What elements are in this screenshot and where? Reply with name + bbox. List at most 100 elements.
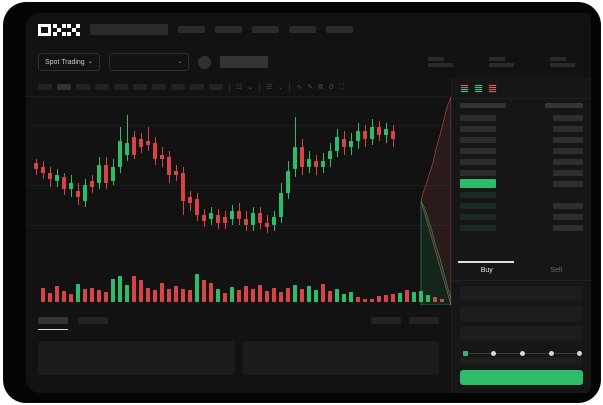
orderbook-row-sell[interactable] <box>460 156 583 167</box>
search-input[interactable] <box>90 24 168 35</box>
okx-logo[interactable] <box>38 23 81 36</box>
timeframe-button-4[interactable] <box>114 84 128 90</box>
order-price-input[interactable] <box>460 286 583 301</box>
bottom-panel-0[interactable] <box>38 341 235 375</box>
orderbook-row-buy[interactable] <box>460 211 583 222</box>
slider-step-50[interactable] <box>520 350 525 356</box>
volume-bar <box>356 297 360 302</box>
orderbook-row-sell[interactable] <box>460 134 583 145</box>
slider-step-25[interactable] <box>491 350 496 356</box>
ticker-stat-value <box>489 63 514 68</box>
volume-bar <box>433 297 437 302</box>
chart-type-icon[interactable]: ☰ <box>266 83 273 91</box>
tab-sell[interactable]: Sell <box>550 267 563 274</box>
orderbook[interactable] <box>452 99 591 275</box>
timeframe-button-8[interactable] <box>190 84 204 90</box>
orderbook-row-sell[interactable] <box>460 145 583 156</box>
slider-step-0[interactable] <box>462 349 469 357</box>
ticker-stat-label <box>428 56 444 61</box>
chart-footer-action-1[interactable] <box>409 316 439 324</box>
volume-bar <box>426 295 430 302</box>
order-total-input[interactable] <box>460 326 583 341</box>
timeframe-button-2[interactable] <box>76 84 90 90</box>
nav-item-3[interactable] <box>289 26 316 33</box>
top-navigation-bar <box>26 13 591 46</box>
volume-bar <box>181 289 185 302</box>
pencil-icon[interactable]: ✎ <box>307 83 314 91</box>
volume-bar <box>132 276 136 302</box>
chart-footer-tabs <box>26 305 451 335</box>
slider-step-75[interactable] <box>549 350 554 356</box>
chart-gridline <box>26 185 451 186</box>
orderbook-header-price <box>460 103 506 108</box>
chart-footer-action-0[interactable] <box>371 316 401 324</box>
orderbook-row-sell[interactable] <box>460 112 583 123</box>
volume-bar <box>230 287 234 302</box>
ticker-stat-1 <box>489 56 514 68</box>
settings-gear-icon[interactable]: ⚙ <box>328 83 335 91</box>
volume-bar <box>188 290 192 302</box>
timeframe-button-9[interactable] <box>209 84 223 90</box>
volume-bar <box>90 288 94 302</box>
last-price-value <box>219 56 268 68</box>
volume-bar <box>125 285 129 302</box>
timeframe-button-5[interactable] <box>133 84 147 90</box>
amount-percent-slider[interactable] <box>462 349 582 357</box>
volume-bar <box>342 294 346 302</box>
timeframe-button-3[interactable] <box>95 84 109 90</box>
volume-bar <box>300 289 304 302</box>
orderbook-mode-sell-icon[interactable] <box>488 84 497 93</box>
line-wave-icon[interactable]: ∿ <box>296 83 303 91</box>
chart-toolbar: ☳ ⌄ ☰ ⌄ ∿ ✎ ⧉ ⚙ ⛶ <box>26 78 451 97</box>
orderbook-mode-buy-icon[interactable] <box>474 84 483 93</box>
nav-item-1[interactable] <box>215 26 242 33</box>
indicators-chevron-down-icon[interactable]: ⌄ <box>247 83 254 91</box>
camera-icon[interactable]: ⧉ <box>318 83 324 91</box>
volume-bar <box>279 292 283 302</box>
slider-step-100[interactable] <box>577 350 582 356</box>
orderbook-row-sell[interactable] <box>460 167 583 178</box>
active-tab-underline <box>458 261 514 263</box>
trading-pair-select[interactable]: ⌄ <box>108 53 189 71</box>
order-amount-input[interactable] <box>460 306 583 321</box>
timeframe-button-6[interactable] <box>152 84 166 90</box>
volume-bar <box>244 286 248 302</box>
bottom-panels <box>26 335 451 393</box>
timeframe-button-7[interactable] <box>171 84 185 90</box>
ticker-bar: Spot Trading ⌄ ⌄ <box>26 46 591 78</box>
orderbook-view-modes <box>452 78 591 99</box>
timeframe-button-1[interactable] <box>57 84 71 90</box>
orderbook-mode-mixed-icon[interactable] <box>460 84 469 93</box>
chart-type-chevron-down-icon[interactable]: ⌄ <box>277 83 284 91</box>
volume-bar <box>48 293 52 302</box>
last-price-amount <box>553 180 583 187</box>
nav-item-0[interactable] <box>178 26 205 33</box>
orderbook-row-sell[interactable] <box>460 123 583 134</box>
volume-bar <box>286 288 290 302</box>
bottom-panel-1[interactable] <box>242 341 439 375</box>
trade-form: Buy Sell <box>452 261 591 393</box>
price-chart[interactable] <box>26 97 451 305</box>
volume-bar <box>160 283 164 302</box>
volume-bar <box>440 299 444 302</box>
orderbook-row-buy[interactable] <box>460 189 583 200</box>
volume-bar <box>293 285 297 302</box>
orderbook-row-buy[interactable] <box>460 222 583 233</box>
nav-item-4[interactable] <box>326 26 353 33</box>
place-buy-order-button[interactable] <box>460 370 583 385</box>
fullscreen-icon[interactable]: ⛶ <box>339 83 345 91</box>
spot-trading-dropdown[interactable]: Spot Trading ⌄ <box>38 53 100 71</box>
chart-footer-tab-1[interactable] <box>78 316 108 324</box>
volume-bar <box>62 291 66 302</box>
orderbook-row-buy[interactable] <box>460 200 583 211</box>
indicators-icon[interactable]: ☳ <box>236 83 243 91</box>
chart-footer-tab-0[interactable] <box>38 316 68 330</box>
timeframe-button-0[interactable] <box>38 84 52 90</box>
ticker-stat-value <box>428 63 453 68</box>
volume-bar <box>174 286 178 302</box>
ticker-stat-2 <box>550 56 575 68</box>
tab-buy[interactable]: Buy <box>480 267 493 274</box>
nav-item-2[interactable] <box>252 26 279 33</box>
spot-trading-label: Spot Trading <box>45 58 85 66</box>
volume-bar <box>391 294 395 302</box>
